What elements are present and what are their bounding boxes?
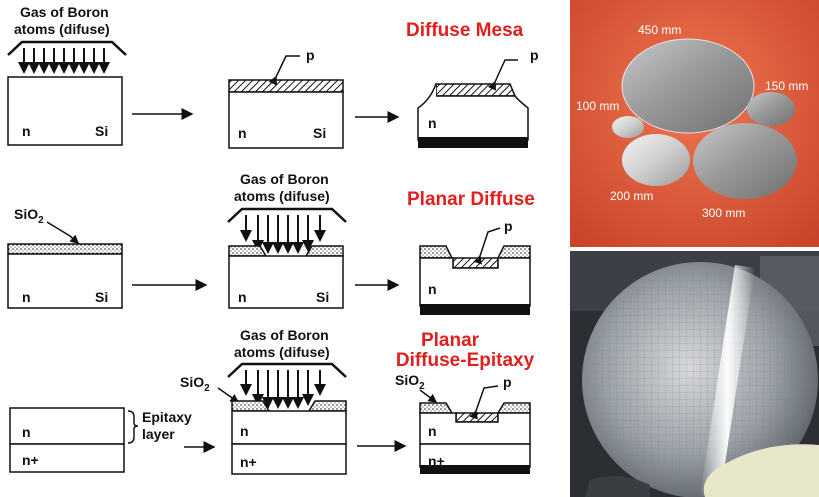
si-substrate [7, 253, 123, 309]
p-label: p [530, 47, 539, 63]
wafer-100mm [612, 116, 644, 138]
si-label: Si [313, 125, 326, 141]
leader-line [473, 227, 501, 265]
leader-line [46, 221, 80, 244]
sio2-label: SiO2 [395, 372, 425, 392]
back-contact [420, 304, 530, 315]
gas-label-line2: atoms (difuse) [14, 21, 110, 37]
nplus-label: n+ [22, 452, 39, 468]
wafer-300mm [693, 123, 797, 199]
sio2-mask-left [231, 400, 271, 412]
title-diffuse-mesa: Diffuse Mesa [406, 20, 524, 41]
nplus-substrate [231, 443, 347, 475]
p-label: p [503, 374, 512, 390]
sio2-mask-left [419, 245, 454, 259]
n-label: n [238, 125, 247, 141]
row-planar-diffuse-epitaxy: n n+ Epitaxy layer Gas of Boron atoms (d… [9, 327, 535, 475]
nplus-label: n+ [428, 453, 445, 469]
back-contact [420, 465, 530, 474]
epitaxy-n-layer [9, 407, 125, 445]
n-label: n [428, 115, 437, 131]
si-label: Si [95, 123, 108, 139]
sio2-mask-left [228, 245, 268, 257]
size-label-300: 300 mm [702, 206, 745, 220]
gas-label-line1: Gas of Boron [20, 4, 109, 20]
wafer-450mm [621, 38, 755, 134]
leader-line [217, 387, 240, 403]
title-planar-diffuse: Planar Diffuse [407, 189, 535, 210]
title-epitaxy-line2: Diffuse-Epitaxy [396, 350, 535, 371]
gas-label-line2: atoms (difuse) [234, 188, 330, 204]
sio2-mask-right [496, 245, 531, 259]
size-label-200: 200 mm [610, 189, 653, 203]
size-label-100: 100 mm [576, 99, 619, 113]
gas-label-line1: Gas of Boron [240, 327, 329, 343]
epitaxy-n-layer [231, 410, 347, 445]
size-label-450: 450 mm [638, 23, 681, 37]
light-reflection [700, 265, 755, 496]
n-label: n [238, 289, 247, 305]
si-label: Si [95, 289, 108, 305]
p-diffused-region [455, 412, 499, 423]
p-mesa-layer [435, 83, 517, 97]
row-planar-diffuse: SiO2 n Si Gas of Boron atoms (difuse) n … [7, 171, 535, 315]
sio2-label: SiO2 [180, 374, 210, 394]
p-label: p [306, 47, 315, 63]
gas-label-line2: atoms (difuse) [234, 344, 330, 360]
gas-hood-icon [227, 362, 347, 378]
n-label: n [428, 281, 437, 297]
n-label: n [22, 123, 31, 139]
size-label-150: 150 mm [765, 79, 808, 93]
wafer-150mm [747, 92, 795, 126]
boron-arrows-icon [240, 215, 326, 254]
processed-wafer-photo [570, 251, 819, 497]
leader-line [469, 385, 499, 420]
leader-line [419, 389, 438, 403]
boron-arrows-icon [18, 48, 110, 74]
nplus-substrate [9, 443, 125, 473]
epitaxy-brace-icon [127, 410, 139, 444]
si-label: Si [316, 289, 329, 305]
sio2-mask-right [304, 245, 344, 257]
sio2-layer [7, 243, 123, 255]
si-substrate [228, 91, 344, 149]
sio2-label: SiO2 [14, 206, 44, 226]
p-label: p [504, 218, 513, 234]
wafer-200mm [622, 134, 690, 186]
leader-line [487, 59, 518, 91]
n-label: n [428, 423, 437, 439]
n-label: n [240, 423, 249, 439]
gas-label-line1: Gas of Boron [240, 171, 329, 187]
boron-arrows-icon [240, 370, 326, 409]
n-label: n [22, 289, 31, 305]
si-substrate [228, 255, 344, 309]
wafer-sizes-photo: 450 mm 150 mm 100 mm 200 mm 300 mm [570, 0, 819, 247]
title-epitaxy-line1: Planar [421, 330, 480, 351]
leader-line [268, 55, 300, 86]
nplus-label: n+ [240, 454, 257, 470]
gas-hood-icon [7, 40, 127, 56]
sio2-mask-left [419, 402, 454, 414]
row-diffuse-mesa: Gas of Boron atoms (difuse) n Si p n Si [7, 4, 539, 149]
epitaxy-label-line1: Epitaxy [142, 409, 192, 425]
p-diffused-layer [228, 79, 344, 93]
gas-hood-icon [227, 207, 347, 223]
epitaxy-label-line2: layer [142, 426, 175, 442]
si-substrate [7, 76, 123, 146]
gloved-hand [703, 444, 819, 497]
p-diffused-region [452, 257, 499, 269]
back-contact [418, 137, 528, 148]
sio2-mask-right [496, 402, 531, 414]
n-label: n [22, 424, 31, 440]
sio2-mask-right [307, 400, 347, 412]
